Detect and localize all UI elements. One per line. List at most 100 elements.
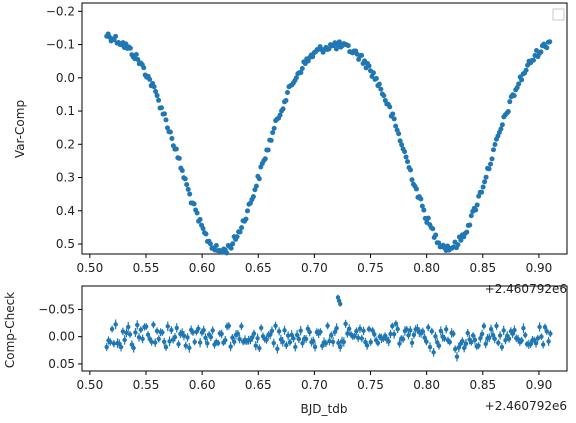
light-curve-point — [336, 39, 342, 45]
top-x-ticks: 0.50 0.55 0.60 0.65 0.70 0.75 0.80 0.85 0.90 — [76, 254, 552, 275]
light-curve-point — [490, 147, 496, 153]
residual-point — [512, 327, 517, 333]
residual-point — [255, 336, 260, 341]
residual-point — [163, 345, 169, 350]
residual-point — [192, 339, 197, 345]
light-curve-point — [224, 250, 230, 256]
light-curve-point — [413, 186, 419, 192]
residual-point — [289, 332, 294, 338]
light-curve-point — [396, 131, 402, 137]
residual-point — [535, 336, 541, 341]
residual-point — [144, 324, 149, 329]
residual-point — [533, 341, 539, 346]
bottom-x-tick-label: 0.70 — [301, 378, 328, 392]
top-y-axis-label: Var-Comp — [13, 100, 27, 158]
light-curve-point — [243, 216, 249, 222]
light-curve-point — [127, 45, 133, 51]
light-curve-point — [153, 88, 159, 94]
residual-point — [300, 341, 305, 346]
light-curve-point — [135, 56, 141, 62]
light-curve-point — [381, 93, 387, 99]
bottom-plot-frame — [81, 285, 568, 372]
residual-point — [352, 333, 357, 339]
residual-point — [172, 334, 178, 340]
light-curve-point — [207, 241, 213, 247]
residual-point — [257, 345, 262, 351]
residual-point — [201, 328, 206, 333]
top-x-tick-label: 0.90 — [526, 261, 553, 275]
light-curve-point — [402, 149, 408, 155]
residual-point — [363, 339, 368, 345]
bottom-x-ticks: 0.50 0.55 0.60 0.65 0.70 0.75 0.80 0.85 0.90 — [76, 371, 552, 392]
light-curve-point — [253, 183, 259, 189]
residual-point — [415, 326, 420, 332]
bottom-x-tick-label: 0.85 — [469, 378, 496, 392]
residual-point — [181, 333, 187, 338]
residual-point — [409, 340, 415, 345]
residual-point — [341, 339, 347, 345]
light-curve-point — [133, 51, 139, 57]
light-curve-point — [488, 161, 494, 167]
top-y-tick-label: 0.5 — [56, 237, 75, 251]
residual-point — [544, 329, 549, 334]
residual-point — [203, 335, 208, 340]
top-x-offset-label: +2.460792e6 — [485, 282, 567, 296]
residual-point — [488, 326, 494, 332]
residual-point — [228, 344, 233, 349]
light-curve-point — [479, 189, 485, 195]
residual-point — [426, 325, 431, 330]
residual-point — [176, 341, 181, 347]
residual-point — [470, 333, 476, 338]
light-curve-point — [310, 54, 316, 60]
residual-point — [208, 334, 214, 340]
residual-point — [537, 324, 542, 330]
residual-point — [497, 333, 503, 338]
residual-point — [165, 324, 170, 329]
residual-point — [124, 330, 129, 336]
residual-point — [452, 346, 458, 352]
light-curve-point — [345, 43, 351, 49]
residual-point — [460, 338, 465, 344]
light-curve-point — [366, 63, 372, 69]
residual-point — [422, 335, 427, 340]
light-curve-point — [391, 116, 397, 122]
top-y-tick-label: 0.3 — [56, 171, 75, 185]
light-curve-point — [326, 46, 332, 52]
residual-point — [126, 324, 131, 330]
residual-point — [280, 339, 285, 345]
light-curve-point — [154, 93, 160, 99]
residual-point — [235, 331, 241, 336]
light-curve-point — [333, 46, 339, 52]
light-curve-point — [164, 125, 170, 131]
residual-point — [436, 343, 442, 349]
residual-point — [451, 331, 456, 336]
x-axis-label: BJD_tdb — [301, 402, 348, 416]
top-y-tick-label: 0.0 — [56, 71, 75, 85]
residual-point — [190, 330, 196, 335]
residual-point — [174, 325, 179, 331]
residual-point — [291, 336, 296, 341]
residual-point — [167, 339, 172, 344]
light-curve-point — [474, 202, 480, 208]
residual-point — [183, 343, 188, 348]
light-curve-point — [194, 210, 200, 216]
light-curve-point — [499, 122, 505, 128]
light-curve-point — [270, 130, 276, 136]
residual-point — [127, 332, 133, 337]
residual-point — [469, 339, 474, 345]
light-curve-point — [147, 76, 153, 82]
light-curve-point — [538, 49, 544, 55]
residual-point — [483, 341, 488, 347]
residual-point — [239, 324, 244, 329]
light-curve-point — [547, 39, 553, 45]
residual-point — [345, 331, 350, 336]
residual-point — [330, 339, 336, 345]
light-curve-point — [468, 213, 474, 219]
light-curve-point — [408, 167, 413, 173]
residual-point — [219, 331, 224, 337]
light-curve-point — [436, 240, 442, 246]
light-curve-point — [519, 77, 525, 83]
light-curve-point — [285, 89, 290, 95]
light-curve-point — [464, 229, 470, 235]
light-curve-point — [277, 112, 283, 118]
